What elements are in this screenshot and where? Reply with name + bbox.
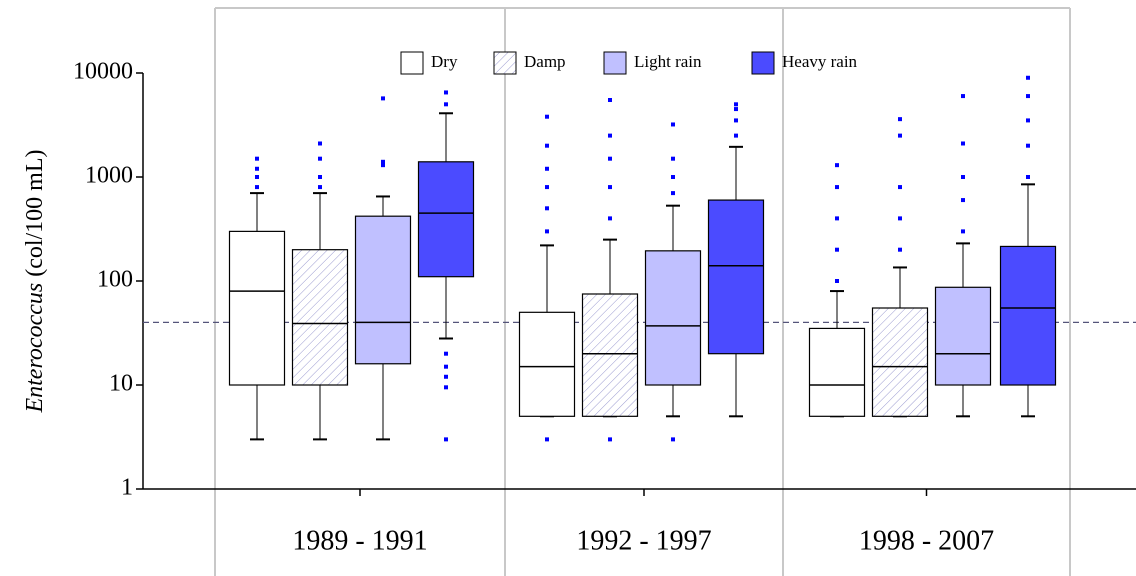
outlier <box>381 96 385 101</box>
outlier <box>671 437 675 442</box>
box <box>644 250 702 386</box>
box <box>518 311 576 417</box>
outlier <box>835 163 839 168</box>
outlier <box>671 175 675 179</box>
outlier <box>1026 143 1030 148</box>
outlier <box>444 385 448 390</box>
outlier <box>255 185 259 190</box>
outlier <box>444 351 448 356</box>
box <box>354 215 412 365</box>
outlier <box>545 229 549 234</box>
legend-label: Damp <box>524 52 566 71</box>
outlier <box>608 133 612 138</box>
outlier <box>545 185 549 190</box>
outlier <box>255 175 259 179</box>
outlier <box>734 107 738 112</box>
frame <box>214 7 1071 576</box>
box <box>707 199 765 355</box>
outlier <box>961 229 965 234</box>
box <box>871 307 929 417</box>
outlier <box>734 102 738 107</box>
outlier <box>671 156 675 161</box>
y-tick-label: 1 <box>121 475 133 501</box>
outlier <box>318 175 322 179</box>
outlier <box>961 94 965 99</box>
outlier <box>1026 175 1030 179</box>
y-tick-label: 10 <box>109 371 133 397</box>
outlier <box>255 166 259 171</box>
outlier <box>608 156 612 161</box>
outlier <box>898 185 902 190</box>
outlier <box>545 437 549 442</box>
outlier <box>835 185 839 190</box>
outlier <box>318 141 322 146</box>
outlier <box>1026 118 1030 123</box>
outlier <box>835 279 839 283</box>
outlier <box>734 133 738 138</box>
legend-label: Light rain <box>634 52 702 71</box>
outlier <box>835 247 839 252</box>
box <box>999 245 1057 386</box>
box <box>808 327 866 417</box>
outlier <box>255 156 259 161</box>
y-tick-label: 100 <box>97 267 133 293</box>
box <box>934 286 992 386</box>
outlier <box>608 185 612 190</box>
outlier <box>1026 75 1030 80</box>
legend-swatch <box>603 51 627 75</box>
legend-label: Dry <box>431 52 458 71</box>
outlier <box>381 163 385 168</box>
box <box>581 293 639 417</box>
outlier <box>961 175 965 179</box>
x-tick-label: 1989 - 1991 <box>292 525 427 556</box>
x-tick-label: 1992 - 1997 <box>576 525 711 556</box>
legend-swatch <box>400 51 424 75</box>
outlier <box>734 118 738 123</box>
outlier <box>444 437 448 442</box>
outlier <box>545 143 549 148</box>
outlier <box>545 166 549 171</box>
outlier <box>671 122 675 127</box>
outlier <box>1026 94 1030 99</box>
outlier <box>898 117 902 122</box>
outlier <box>318 185 322 190</box>
outlier <box>671 191 675 196</box>
y-axis-label: Enterococcus (col/100 mL) <box>22 149 48 413</box>
outlier <box>444 374 448 379</box>
y-label-units: (col/100 mL) <box>22 149 48 282</box>
outlier <box>381 159 385 164</box>
x-tick-label: 1998 - 2007 <box>859 525 994 556</box>
outlier <box>835 216 839 221</box>
box <box>291 249 349 386</box>
legend-swatch <box>751 51 775 75</box>
y-tick-label: 1000 <box>85 163 133 189</box>
outlier <box>608 98 612 103</box>
outlier <box>898 247 902 252</box>
y-label-italic: Enterococcus <box>22 283 48 414</box>
outlier <box>608 437 612 442</box>
outlier <box>608 216 612 221</box>
outlier <box>444 90 448 95</box>
outlier <box>961 198 965 203</box>
outlier <box>961 141 965 146</box>
box <box>228 230 286 386</box>
outlier <box>444 102 448 107</box>
outlier <box>545 114 549 119</box>
legend-label: Heavy rain <box>782 52 858 71</box>
outlier <box>898 133 902 138</box>
legend-swatch <box>493 51 517 75</box>
outlier <box>545 206 549 211</box>
outlier <box>444 364 448 369</box>
y-tick-label: 10000 <box>73 59 133 85</box>
outlier <box>318 156 322 161</box>
box <box>417 161 475 278</box>
outlier <box>898 216 902 221</box>
